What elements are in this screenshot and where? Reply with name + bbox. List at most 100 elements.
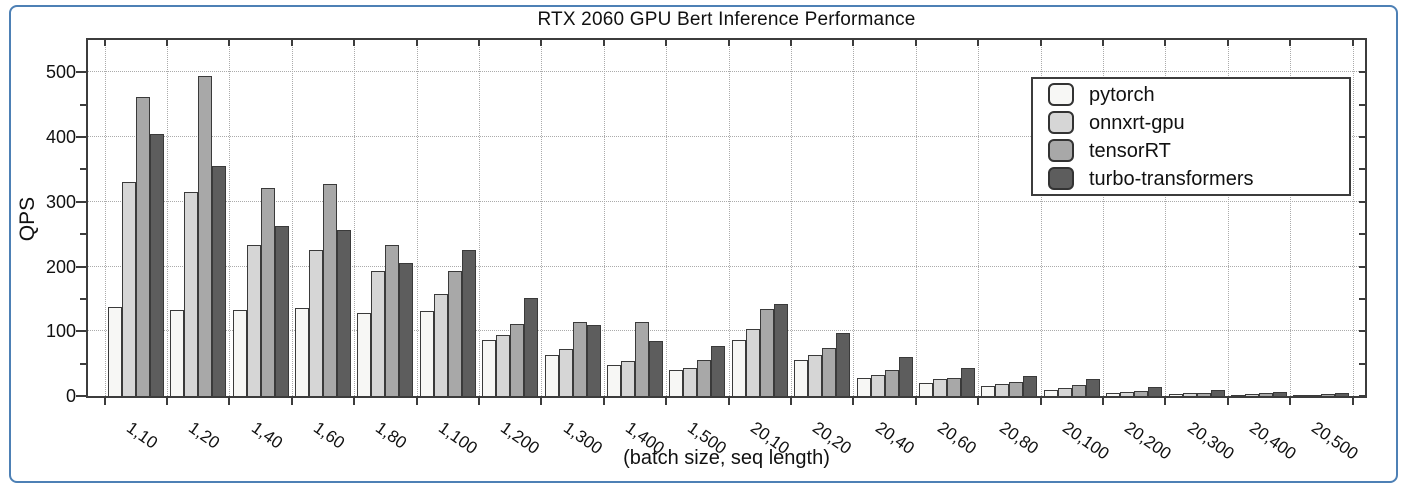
bar-onnxrt-gpu xyxy=(308,249,323,396)
y-tick-label: 200 xyxy=(45,256,76,277)
x-gridline xyxy=(1352,40,1354,396)
legend: pytorch onnxrt-gpu tensorRT turbo-transform… xyxy=(1031,77,1351,196)
bar-onnxrt-gpu xyxy=(870,374,885,396)
y-gridline xyxy=(88,200,1365,202)
x-tick-top xyxy=(103,40,106,46)
bar-pytorch xyxy=(419,311,434,396)
x-gridline xyxy=(790,40,792,396)
bar-tensorRT xyxy=(697,360,712,396)
x-gridline xyxy=(1165,40,1167,396)
bar-tensorRT xyxy=(1258,393,1273,396)
y-tick-inner xyxy=(1359,103,1365,106)
legend-swatch-pytorch xyxy=(1048,83,1074,106)
bar-pytorch xyxy=(918,383,933,396)
legend-label: tensorRT xyxy=(1089,139,1171,162)
bar-pytorch xyxy=(794,359,809,396)
bar-tensorRT xyxy=(1196,392,1211,396)
x-tick-top xyxy=(477,40,480,46)
x-gridline xyxy=(166,40,168,396)
bar-pytorch xyxy=(232,309,247,396)
bar-tensorRT xyxy=(884,370,899,396)
x-gridline xyxy=(915,40,917,396)
x-tick-bottom xyxy=(415,396,418,405)
bar-turbo-transformers xyxy=(336,230,351,396)
bar-onnxrt-gpu xyxy=(1057,387,1072,396)
x-tick-top xyxy=(415,40,418,46)
bar-tensorRT xyxy=(634,321,649,396)
y-tick-inner xyxy=(1359,136,1365,139)
legend-swatch-onnxrt-gpu xyxy=(1048,111,1074,134)
bar-onnxrt-gpu xyxy=(1307,394,1322,396)
bar-onnxrt-gpu xyxy=(683,367,698,396)
bar-pytorch xyxy=(731,340,746,396)
x-tick-bottom xyxy=(1039,396,1042,405)
x-tick-top xyxy=(1039,40,1042,46)
y-tick-minor xyxy=(80,233,86,236)
x-tick-bottom xyxy=(1289,396,1292,405)
bar-onnxrt-gpu xyxy=(433,294,448,396)
y-tick-label: 300 xyxy=(45,191,76,212)
bar-pytorch xyxy=(1043,390,1058,396)
bar-pytorch xyxy=(856,377,871,396)
x-gridline xyxy=(416,40,418,396)
legend-item-tensorRT: tensorRT xyxy=(1033,138,1349,163)
bar-onnxrt-gpu xyxy=(246,245,261,396)
y-tick-inner xyxy=(1359,168,1365,171)
x-tick-bottom xyxy=(1164,396,1167,405)
y-tick-minor xyxy=(80,103,86,106)
bar-tensorRT xyxy=(1134,390,1149,396)
bar-turbo-transformers xyxy=(274,225,289,396)
x-tick-bottom xyxy=(914,396,917,405)
y-tick-major xyxy=(76,200,86,203)
bar-onnxrt-gpu xyxy=(184,192,199,396)
y-tick-inner xyxy=(1359,200,1365,203)
bar-onnxrt-gpu xyxy=(1182,393,1197,396)
x-gridline xyxy=(291,40,293,396)
bar-turbo-transformers xyxy=(1210,390,1225,396)
x-tick-bottom xyxy=(165,396,168,405)
bar-onnxrt-gpu xyxy=(1120,392,1135,396)
x-tick-bottom xyxy=(977,396,980,405)
x-tick-bottom xyxy=(477,396,480,405)
bar-tensorRT xyxy=(322,184,337,396)
x-axis-label: (batch size, seq length) xyxy=(623,447,830,469)
y-tick-inner xyxy=(1359,395,1365,397)
x-tick-bottom xyxy=(290,396,293,405)
x-tick-bottom xyxy=(727,396,730,405)
x-tick-top xyxy=(1289,40,1292,46)
y-tick-inner xyxy=(1359,330,1365,333)
y-gridline xyxy=(88,330,1365,332)
x-tick-bottom xyxy=(228,396,231,405)
y-tick-minor xyxy=(80,168,86,171)
x-tick-top xyxy=(914,40,917,46)
bar-turbo-transformers xyxy=(773,304,788,396)
bar-pytorch xyxy=(981,386,996,396)
y-tick-label: 500 xyxy=(45,62,76,83)
y-gridline xyxy=(88,71,1365,73)
bar-onnxrt-gpu xyxy=(496,334,511,396)
bar-onnxrt-gpu xyxy=(620,361,635,396)
bar-onnxrt-gpu xyxy=(371,271,386,396)
y-tick-label: 0 xyxy=(65,386,76,406)
bar-tensorRT xyxy=(946,377,961,396)
bar-pytorch xyxy=(606,364,621,396)
x-tick-top xyxy=(228,40,231,46)
x-gridline xyxy=(1227,40,1229,396)
bar-tensorRT xyxy=(822,348,837,396)
x-gridline xyxy=(853,40,855,396)
x-tick-bottom xyxy=(1351,396,1354,405)
legend-label: turbo-transformers xyxy=(1089,167,1254,190)
bar-tensorRT xyxy=(1321,394,1336,396)
y-tick-major xyxy=(76,71,86,74)
y-tick-major xyxy=(76,330,86,333)
bar-onnxrt-gpu xyxy=(121,182,136,396)
x-tick-bottom xyxy=(103,396,106,405)
bar-pytorch xyxy=(482,340,497,396)
bar-pytorch xyxy=(1168,394,1183,396)
legend-swatch-turbo-transformers xyxy=(1048,167,1074,190)
x-gridline xyxy=(1290,40,1292,396)
x-gridline xyxy=(1040,40,1042,396)
bar-pytorch xyxy=(1293,394,1308,396)
x-tick-top xyxy=(602,40,605,46)
